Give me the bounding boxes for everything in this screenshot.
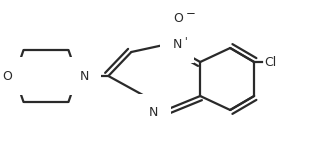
Text: N: N — [172, 38, 182, 50]
Text: O: O — [3, 69, 12, 83]
Text: −: − — [186, 7, 196, 21]
Text: N: N — [80, 69, 89, 83]
Text: +: + — [182, 32, 191, 42]
Text: Cl: Cl — [264, 55, 276, 69]
Text: O: O — [173, 12, 183, 24]
Text: N: N — [149, 107, 158, 119]
